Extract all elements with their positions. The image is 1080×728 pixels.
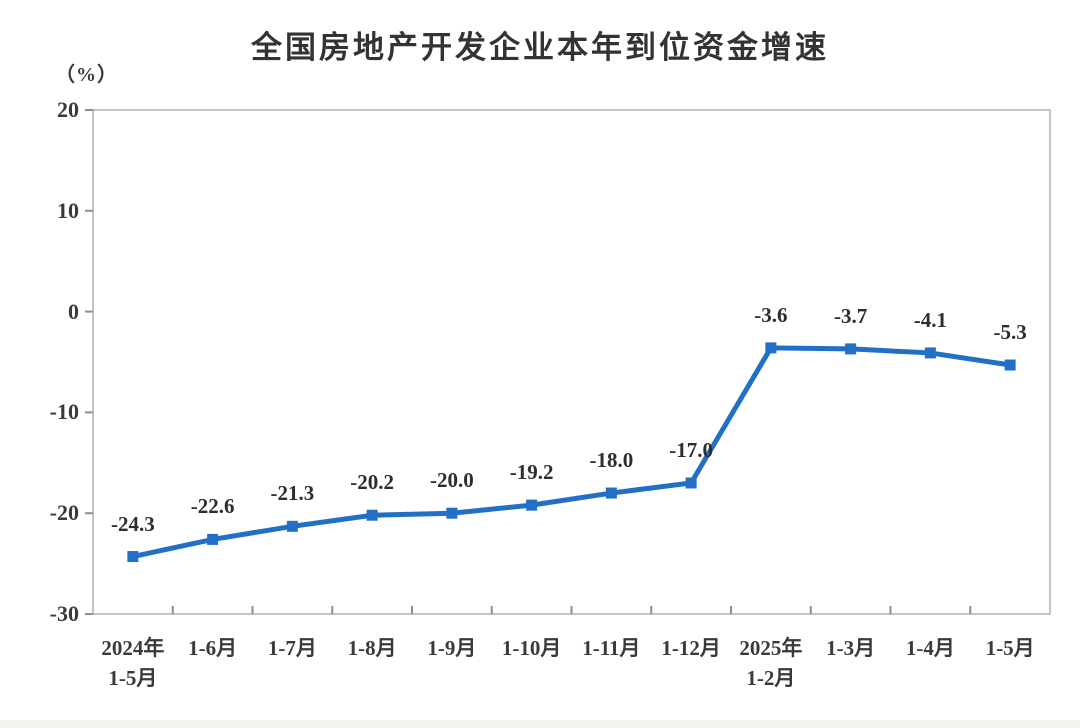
x-axis-category-label: 1-6月: [148, 633, 278, 663]
y-axis-unit-label: （%）: [55, 64, 118, 86]
data-point-label: -21.3: [270, 481, 315, 506]
x-axis-category-label: 1-3月: [786, 633, 916, 663]
x-axis-category-label: 1-11月: [546, 633, 676, 663]
x-axis-label-line: 1-3月: [826, 636, 876, 660]
data-point-marker: [127, 551, 139, 563]
data-point-marker: [446, 507, 458, 519]
y-axis-tick-label: -20: [49, 500, 79, 526]
x-axis-label-line: 1-4月: [905, 636, 955, 660]
x-axis-label-line: 2025年: [739, 636, 803, 660]
data-point-label: -20.0: [430, 468, 474, 493]
x-axis-label-line: 1-2月: [746, 666, 796, 690]
x-axis-category-label: 1-9月: [387, 633, 517, 663]
data-point-marker: [286, 520, 298, 532]
data-point-marker: [845, 343, 857, 355]
data-point-label: -20.2: [350, 470, 394, 495]
x-axis-label-line: 1-5月: [985, 636, 1035, 660]
data-point-marker: [366, 509, 378, 521]
data-point-marker: [765, 342, 777, 354]
x-axis-category-label: 1-4月: [865, 633, 995, 663]
y-axis-tick-label: 20: [57, 97, 79, 122]
x-axis-label-line: 1-5月: [108, 666, 158, 690]
data-point-label: -17.0: [669, 437, 713, 462]
data-point-label: -5.3: [993, 320, 1027, 345]
x-axis-category-label: 2025年 1-2月: [706, 633, 836, 693]
plot-border: [92, 109, 1051, 615]
x-axis-category-label: 1-7月: [227, 633, 357, 663]
x-axis-label-line: 1-7月: [267, 636, 317, 660]
y-axis-tick-label: 0: [68, 298, 79, 324]
data-point-marker: [924, 347, 936, 359]
x-axis-label-line: 1-10月: [501, 636, 562, 660]
data-point-marker: [685, 477, 697, 489]
y-axis-tick-label: -30: [49, 601, 79, 626]
data-point-marker: [1004, 359, 1016, 371]
data-point-label: -3.7: [834, 303, 868, 328]
data-point-marker: [526, 499, 538, 511]
data-point-label: -19.2: [509, 460, 554, 485]
chart-title: 全国房地产开发企业本年到位资金增速: [251, 30, 829, 65]
data-point-marker: [605, 487, 617, 499]
x-axis-label-line: 1-11月: [582, 636, 641, 660]
y-axis-tick-label: 10: [57, 197, 79, 223]
data-point-label: -24.3: [111, 511, 155, 536]
x-axis-label-line: 2024年: [101, 636, 165, 660]
x-axis-label-line: 1-8月: [347, 636, 397, 660]
data-point-marker: [207, 533, 219, 545]
x-axis-label-line: 1-6月: [188, 636, 238, 660]
data-point-label: -4.1: [913, 307, 947, 332]
x-axis-category-label: 1-5月: [945, 633, 1075, 663]
x-axis-category-label: 1-8月: [307, 633, 437, 663]
data-point-label: -18.0: [589, 448, 634, 473]
x-axis-label-line: 1-12月: [661, 636, 721, 660]
series-line: [132, 345, 1011, 559]
x-axis-label-line: 1-9月: [427, 636, 477, 660]
y-axis-tick-label: -10: [49, 399, 79, 425]
footer-strip: [0, 720, 1080, 728]
x-axis-category-label: 2024年 1-5月: [68, 633, 198, 693]
data-point-label: -3.6: [754, 302, 788, 327]
x-axis-category-label: 1-12月: [626, 633, 756, 663]
x-axis-category-label: 1-10月: [467, 633, 597, 663]
data-point-label: -22.6: [190, 494, 235, 519]
